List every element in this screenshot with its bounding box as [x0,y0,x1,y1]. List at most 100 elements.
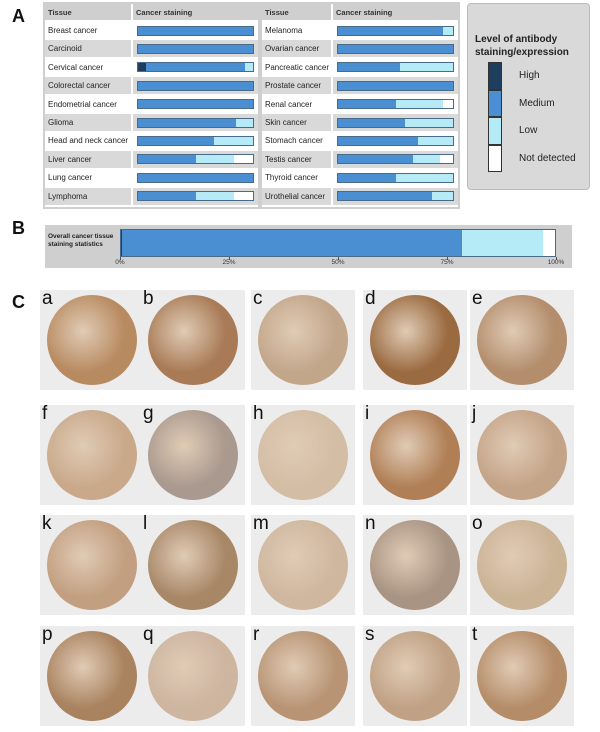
legend-box [467,3,590,190]
tissue-name: Colorectal cancer [45,77,131,95]
tile-label: k [42,513,52,534]
bar-segment [195,154,235,165]
bar-outline [337,117,454,128]
x-tick [229,257,230,260]
bar-outline [337,135,454,146]
overall-label: Overall cancer tissue staining statistic… [48,233,114,248]
tissue-name: Endometrial cancer [45,95,131,113]
legend-swatch [488,89,502,117]
x-tick-label: 0% [115,259,125,266]
tissue-core [477,520,567,610]
tissue-name: Lymphoma [45,187,131,205]
tissue-core [47,520,137,610]
bar-segment [137,117,237,128]
bar-segment [146,62,245,73]
bar-segment [443,99,454,110]
tissue-name: Cervical cancer [45,58,131,76]
bar-outline [137,172,254,183]
bar-outline [120,229,556,257]
bar-segment [337,172,396,183]
bar-segment [234,191,254,202]
tile-label: m [253,513,269,534]
bar-outline [337,62,454,73]
bar-segment [214,135,254,146]
bar-outline [337,99,454,110]
tile-label: i [365,403,370,424]
bar-outline [137,99,254,110]
bar-segment [443,25,454,36]
panel-label: A [12,6,25,26]
tile-label: s [365,624,375,645]
tile-label: q [143,624,154,645]
bar-outline [137,62,254,73]
bar-segment [337,25,444,36]
bar-segment [417,135,454,146]
x-tick [556,257,557,260]
panel-label: C [12,292,25,312]
bar-segment [236,117,254,128]
bar-segment [462,229,543,257]
legend-label: Low [519,125,538,136]
tissue-core [47,295,137,385]
bar-outline [137,191,254,202]
tissue-name: Prostate cancer [262,77,331,95]
bar-outline [137,80,254,91]
bar-outline [137,25,254,36]
tissue-core [148,410,238,500]
legend-swatch [488,62,502,90]
tissue-core [477,410,567,500]
tile-label: g [143,403,154,424]
tile-label: c [253,288,263,309]
x-tick-label: 50% [331,259,345,266]
tissue-core [47,410,137,500]
bar-segment [337,99,396,110]
bar-outline [137,117,254,128]
bar-segment [137,154,196,165]
tissue-name: Pancreatic cancer [262,58,331,76]
tile-label: o [472,513,483,534]
tissue-core [258,631,348,721]
bar-outline [337,172,454,183]
tissue-name: Head and neck cancer [45,132,131,150]
tile-label: n [365,513,376,534]
tile-label: d [365,288,376,309]
x-tick-label: 75% [440,259,454,266]
x-tick [120,257,121,260]
bar-segment [400,62,454,73]
bar-segment [120,229,123,257]
tissue-core [148,631,238,721]
bar-segment [195,191,235,202]
bar-segment [337,191,432,202]
panel-label: B [12,218,25,238]
tissue-name: Ovarian cancer [262,40,331,58]
tile-label: e [472,288,483,309]
tissue-core [477,631,567,721]
tissue-core [148,295,238,385]
bar-outline [137,135,254,146]
legend-label: Not detected [519,152,576,164]
tissue-name: Thyroid cancer [262,169,331,187]
tissue-core [370,520,460,610]
tissue-core [370,295,460,385]
bar-outline [337,43,454,54]
tissue-core [477,295,567,385]
tissue-core [370,631,460,721]
table-header: Tissue [45,4,131,20]
bar-segment [337,154,414,165]
bar-segment [137,191,196,202]
bar-segment [395,172,454,183]
bar-segment [137,135,215,146]
bar-segment [137,62,147,73]
bar-outline [337,80,454,91]
tissue-name: Melanoma [262,22,331,39]
tile-label: j [472,403,477,424]
legend-label: High [519,70,540,81]
x-tick [338,257,339,260]
x-tick-label: 100% [547,259,565,266]
bar-segment [337,117,405,128]
legend-title: Level of antibody staining/expression [475,34,569,58]
table-header: Tissue [262,4,331,20]
tissue-core [148,520,238,610]
bar-segment [431,191,454,202]
tissue-name: Liver cancer [45,150,131,168]
